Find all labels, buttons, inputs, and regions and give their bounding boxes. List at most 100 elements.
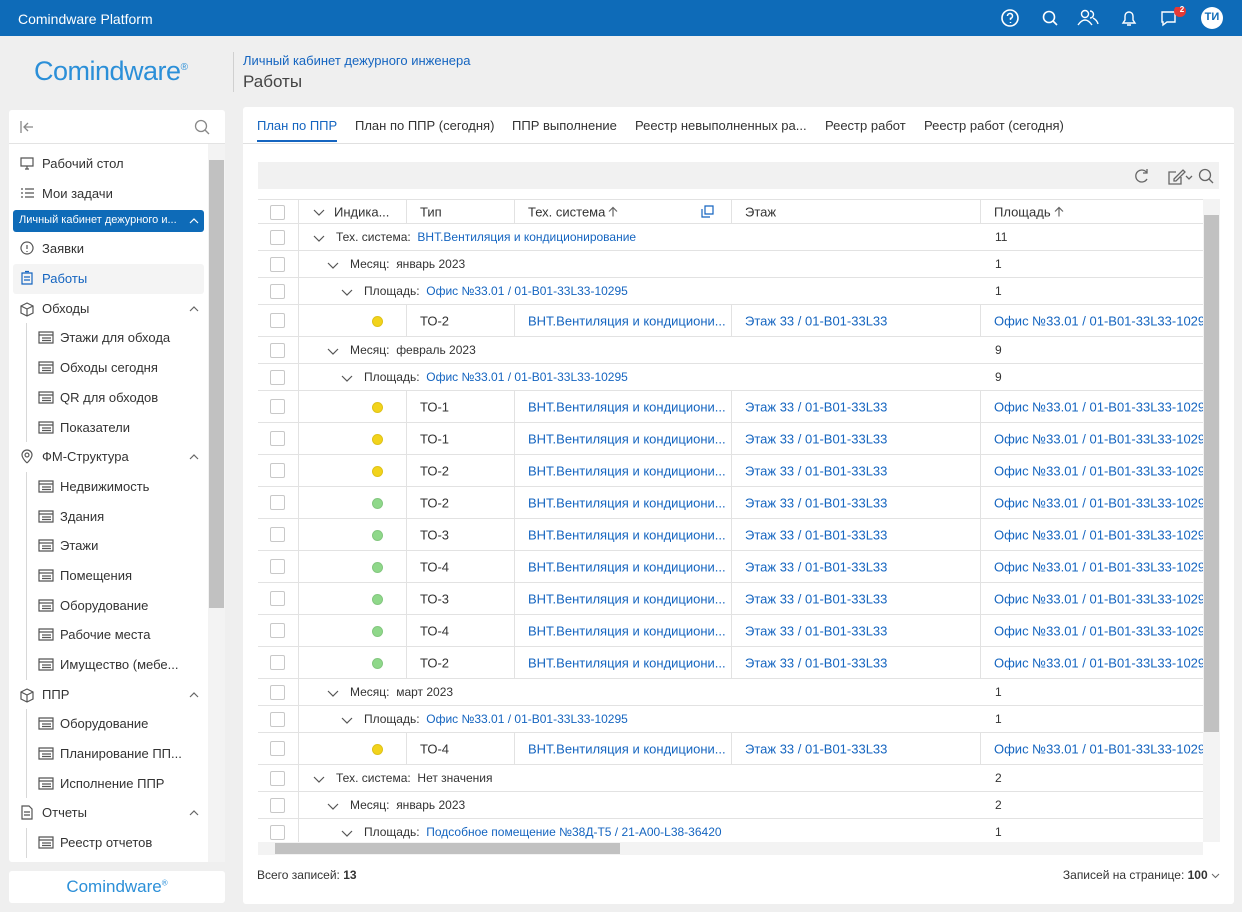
checkbox[interactable] — [270, 284, 285, 299]
sidebar-item[interactable]: Оборудование — [9, 709, 208, 740]
sidebar-item[interactable]: Этажи — [9, 531, 208, 561]
column-header[interactable]: Тех. система — [528, 204, 618, 219]
group-value[interactable]: Офис №33.01 / 01-B01-33L33-10295 — [426, 370, 628, 384]
checkbox[interactable] — [270, 463, 285, 478]
sidebar-item[interactable]: Обходы — [9, 294, 208, 324]
tab[interactable]: План по ППР — [257, 118, 338, 142]
search-icon[interactable] — [1042, 10, 1056, 24]
collapse-icon[interactable] — [20, 121, 33, 133]
tab[interactable]: План по ППР (сегодня) — [355, 118, 495, 133]
sidebar-item[interactable]: Мои задачи — [9, 179, 208, 209]
tab[interactable]: Реестр работ (сегодня) — [924, 118, 1064, 133]
checkbox[interactable] — [270, 257, 285, 272]
sidebar-item[interactable]: QR для обходов — [9, 382, 208, 413]
sidebar-item[interactable]: Здания — [9, 501, 208, 532]
checkbox[interactable] — [270, 685, 285, 700]
sidebar-item[interactable]: Этажи для обхода — [9, 323, 208, 354]
group-value[interactable]: Подсобное помещение №38Д-Т5 / 21-A00-L38… — [426, 825, 722, 839]
area-link[interactable]: Офис №33.01 / 01-B01-33L33-10295 — [994, 559, 1203, 574]
area-link[interactable]: Офис №33.01 / 01-B01-33L33-10295 — [994, 495, 1203, 510]
page-size[interactable]: Записей на странице: 100 — [1063, 868, 1220, 882]
sidebar-item[interactable]: Реестр отчетов — [9, 828, 208, 858]
sidebar-item[interactable]: Личный кабинет дежурного и... — [13, 210, 204, 233]
floor-link[interactable]: Этаж 33 / 01-B01-33L33 — [745, 741, 888, 756]
search-icon[interactable] — [1198, 168, 1212, 182]
checkbox[interactable] — [270, 343, 285, 358]
area-link[interactable]: Офис №33.01 / 01-B01-33L33-10295 — [994, 527, 1203, 542]
group-value[interactable]: Офис №33.01 / 01-B01-33L33-10295 — [426, 712, 628, 726]
floor-link[interactable]: Этаж 33 / 01-B01-33L33 — [745, 527, 888, 542]
sidebar-item[interactable]: Рабочий стол — [9, 149, 208, 179]
column-header[interactable]: Тип — [420, 204, 442, 219]
floor-link[interactable]: Этаж 33 / 01-B01-33L33 — [745, 623, 888, 638]
area-link[interactable]: Офис №33.01 / 01-B01-33L33-10295 — [994, 623, 1203, 638]
area-link[interactable]: Офис №33.01 / 01-B01-33L33-10295 — [994, 655, 1203, 670]
sidebar-item[interactable]: ФМ-Структура — [9, 442, 208, 472]
sidebar-item[interactable]: Планирование ПП... — [9, 739, 208, 769]
floor-link[interactable]: Этаж 33 / 01-B01-33L33 — [745, 463, 888, 478]
floor-link[interactable]: Этаж 33 / 01-B01-33L33 — [745, 559, 888, 574]
sidebar-item[interactable]: Имущество (мебе... — [9, 650, 208, 680]
checkbox[interactable] — [270, 399, 285, 414]
checkbox[interactable] — [270, 825, 285, 840]
system-link[interactable]: ВНТ.Вентиляция и кондициони... — [528, 495, 726, 510]
system-link[interactable]: ВНТ.Вентиляция и кондициони... — [528, 655, 726, 670]
tab[interactable]: Реестр работ — [825, 118, 906, 133]
checkbox[interactable] — [270, 712, 285, 727]
sidebar-item[interactable]: Оборудование — [9, 590, 208, 621]
sidebar-item[interactable]: Заявки — [9, 234, 208, 264]
group-value[interactable]: Офис №33.01 / 01-B01-33L33-10295 — [426, 284, 628, 298]
checkbox[interactable] — [270, 431, 285, 446]
system-link[interactable]: ВНТ.Вентиляция и кондициони... — [528, 313, 726, 328]
h-scrollbar[interactable] — [258, 842, 1203, 855]
sidebar-item[interactable]: Отчеты — [9, 798, 208, 828]
system-link[interactable]: ВНТ.Вентиляция и кондициони... — [528, 559, 726, 574]
group-value[interactable]: ВНТ.Вентиляция и кондиционирование — [417, 230, 637, 244]
checkbox[interactable] — [270, 741, 285, 756]
edit-icon[interactable] — [1168, 169, 1193, 185]
checkbox[interactable] — [270, 559, 285, 574]
checkbox[interactable] — [270, 495, 285, 510]
avatar[interactable]: ТИ — [1204, 11, 1220, 23]
v-scrollbar[interactable] — [1203, 199, 1220, 842]
floor-link[interactable]: Этаж 33 / 01-B01-33L33 — [745, 313, 888, 328]
system-link[interactable]: ВНТ.Вентиляция и кондициони... — [528, 399, 726, 414]
toolbar-icons[interactable] — [1133, 167, 1217, 185]
help-icon[interactable] — [1001, 9, 1019, 27]
column-header[interactable]: Площадь — [994, 204, 1064, 219]
checkbox[interactable] — [270, 623, 285, 638]
sidebar-item[interactable]: Рабочие места — [9, 620, 208, 650]
checkbox[interactable] — [270, 370, 285, 385]
checkbox[interactable] — [270, 313, 285, 328]
sidebar-item[interactable]: Показатели — [9, 412, 208, 443]
column-header[interactable]: Этаж — [745, 204, 776, 219]
checkbox[interactable] — [270, 798, 285, 813]
chat-icon[interactable] — [1161, 11, 1176, 27]
breadcrumb[interactable]: Личный кабинет дежурного инженера — [243, 53, 471, 68]
area-link[interactable]: Офис №33.01 / 01-B01-33L33-10295 — [994, 313, 1203, 328]
floor-link[interactable]: Этаж 33 / 01-B01-33L33 — [745, 399, 888, 414]
system-link[interactable]: ВНТ.Вентиляция и кондициони... — [528, 591, 726, 606]
tab[interactable]: ППР выполнение — [512, 118, 617, 133]
area-link[interactable]: Офис №33.01 / 01-B01-33L33-10295 — [994, 463, 1203, 478]
users-icon[interactable] — [1080, 9, 1090, 19]
system-link[interactable]: ВНТ.Вентиляция и кондициони... — [528, 623, 726, 638]
area-link[interactable]: Офис №33.01 / 01-B01-33L33-10295 — [994, 591, 1203, 606]
scroll-thumb[interactable] — [1204, 215, 1219, 732]
avatar-circle[interactable] — [1201, 7, 1223, 29]
area-link[interactable]: Офис №33.01 / 01-B01-33L33-10295 — [994, 741, 1203, 756]
tab[interactable]: Реестр невыполненных ра... — [635, 118, 807, 133]
sidebar-item[interactable]: Работы — [13, 264, 204, 294]
sidebar-item[interactable]: Обходы сегодня — [9, 353, 208, 383]
sidebar-item[interactable]: ППР — [9, 680, 208, 710]
checkbox[interactable] — [270, 205, 285, 220]
checkbox[interactable] — [270, 771, 285, 786]
sidebar-item[interactable]: Недвижимость — [9, 471, 208, 502]
scroll-thumb[interactable] — [209, 160, 224, 608]
system-link[interactable]: ВНТ.Вентиляция и кондициони... — [528, 463, 726, 478]
system-link[interactable]: ВНТ.Вентиляция и кондициони... — [528, 527, 726, 542]
floor-link[interactable]: Этаж 33 / 01-B01-33L33 — [745, 495, 888, 510]
area-link[interactable]: Офис №33.01 / 01-B01-33L33-10295 — [994, 399, 1203, 414]
bell-icon[interactable] — [1121, 11, 1137, 26]
system-link[interactable]: ВНТ.Вентиляция и кондициони... — [528, 741, 726, 756]
